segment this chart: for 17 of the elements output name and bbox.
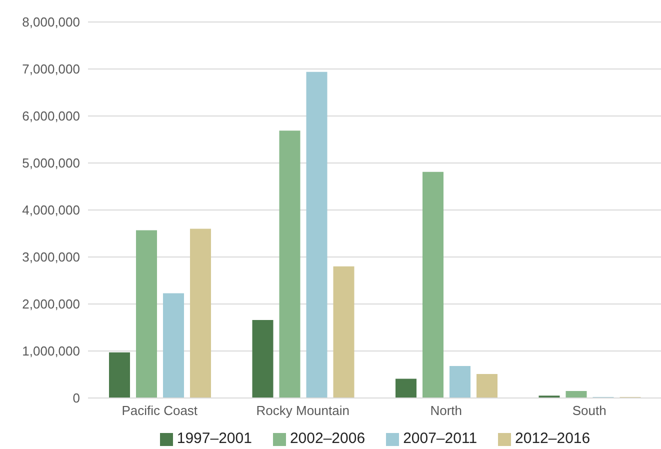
y-tick-label: 6,000,000 <box>22 108 80 124</box>
legend-label: 1997–2001 <box>176 430 252 447</box>
y-tick-label: 4,000,000 <box>22 202 80 218</box>
y-tick-label: 3,000,000 <box>22 250 80 265</box>
x-tick-label: South <box>572 403 606 418</box>
legend-label: 2002–2006 <box>290 430 366 447</box>
x-tick-label: North <box>430 403 462 418</box>
y-tick-label: 5,000,000 <box>22 156 80 171</box>
x-tick-label: Pacific Coast <box>122 403 198 418</box>
y-tick-label: 1,000,000 <box>22 344 80 359</box>
legend-label: 2007–2011 <box>403 430 478 447</box>
y-tick-label: 7,000,000 <box>22 62 80 77</box>
y-tick-label: 8,000,000 <box>22 14 80 30</box>
legend-label: 2012–2016 <box>515 430 590 447</box>
x-tick-label: Rocky Mountain <box>256 403 350 418</box>
y-tick-label: 2,000,000 <box>22 296 80 312</box>
y-tick-label: 0 <box>72 390 80 406</box>
